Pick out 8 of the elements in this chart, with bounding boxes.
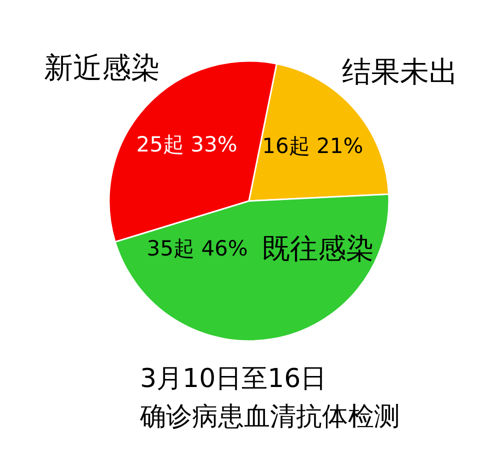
- text: 确诊病患血清抗体检测: [140, 401, 400, 434]
- data-label: 16起 21%: [262, 134, 364, 158]
- text: 3月10日至16日: [140, 363, 328, 396]
- slice-label: 既往感染: [262, 232, 374, 266]
- data-label: 25起 33%: [136, 132, 238, 157]
- slice-label: 新近感染: [44, 50, 160, 84]
- data-label: 35起 46%: [146, 236, 248, 261]
- slice-label: 结果未出: [342, 54, 458, 88]
